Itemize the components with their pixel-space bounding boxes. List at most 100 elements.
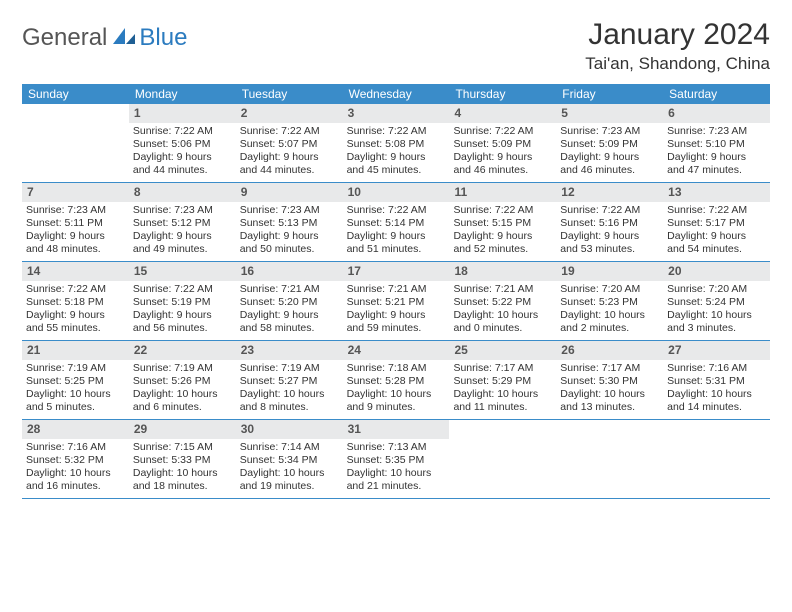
day-cell: . (22, 104, 129, 182)
sunset-text: Sunset: 5:06 PM (133, 138, 232, 151)
day-number: 3 (343, 104, 450, 123)
weeks-container: .1Sunrise: 7:22 AMSunset: 5:06 PMDayligh… (22, 104, 770, 499)
day-cell: . (663, 420, 770, 498)
day-body: Sunrise: 7:22 AMSunset: 5:16 PMDaylight:… (556, 204, 663, 261)
day-number: 16 (236, 262, 343, 281)
daylight-text: Daylight: 9 hours and 44 minutes. (133, 151, 232, 177)
day-number: 18 (449, 262, 556, 281)
sunset-text: Sunset: 5:29 PM (453, 375, 552, 388)
sunset-text: Sunset: 5:08 PM (347, 138, 446, 151)
day-number: 13 (663, 183, 770, 202)
day-number: 23 (236, 341, 343, 360)
sunrise-text: Sunrise: 7:21 AM (347, 283, 446, 296)
week-row: 21 Sunrise: 7:19 AMSunset: 5:25 PMDayligh… (22, 341, 770, 420)
day-number: 4 (449, 104, 556, 123)
month-title: January 2024 (585, 18, 770, 52)
day-body: Sunrise: 7:14 AMSunset: 5:34 PMDaylight:… (236, 441, 343, 498)
day-cell: 15Sunrise: 7:22 AMSunset: 5:19 PMDayligh… (129, 262, 236, 340)
day-body: Sunrise: 7:17 AMSunset: 5:29 PMDaylight:… (449, 362, 556, 419)
day-body: Sunrise: 7:22 AMSunset: 5:18 PMDaylight:… (22, 283, 129, 340)
day-cell: 18Sunrise: 7:21 AMSunset: 5:22 PMDayligh… (449, 262, 556, 340)
day-body: Sunrise: 7:22 AMSunset: 5:06 PMDaylight:… (129, 125, 236, 182)
day-cell: 8 Sunrise: 7:23 AMSunset: 5:12 PMDaylight… (129, 183, 236, 261)
day-cell: 1 Sunrise: 7:22 AMSunset: 5:06 PMDaylight… (129, 104, 236, 182)
header: General Blue January 2024 Tai'an, Shando… (22, 18, 770, 74)
week-row: 7Sunrise: 7:23 AMSunset: 5:11 PMDaylight… (22, 183, 770, 262)
sunset-text: Sunset: 5:17 PM (667, 217, 766, 230)
daylight-text: Daylight: 9 hours and 54 minutes. (667, 230, 766, 256)
sunset-text: Sunset: 5:15 PM (453, 217, 552, 230)
sunrise-text: Sunrise: 7:22 AM (133, 125, 232, 138)
day-body: Sunrise: 7:22 AMSunset: 5:09 PMDaylight:… (449, 125, 556, 182)
day-body: Sunrise: 7:23 AMSunset: 5:11 PMDaylight:… (22, 204, 129, 261)
sunrise-text: Sunrise: 7:15 AM (133, 441, 232, 454)
sunset-text: Sunset: 5:10 PM (667, 138, 766, 151)
day-cell: 20Sunrise: 7:20 AMSunset: 5:24 PMDayligh… (663, 262, 770, 340)
sunrise-text: Sunrise: 7:23 AM (667, 125, 766, 138)
daylight-text: Daylight: 10 hours and 13 minutes. (560, 388, 659, 414)
daylight-text: Daylight: 9 hours and 46 minutes. (453, 151, 552, 177)
dow-saturday: Saturday (663, 84, 770, 104)
day-body: Sunrise: 7:19 AMSunset: 5:25 PMDaylight:… (22, 362, 129, 419)
day-cell: 7Sunrise: 7:23 AMSunset: 5:11 PMDaylight… (22, 183, 129, 261)
daylight-text: Daylight: 9 hours and 46 minutes. (560, 151, 659, 177)
sunset-text: Sunset: 5:11 PM (26, 217, 125, 230)
day-cell: 4 Sunrise: 7:22 AMSunset: 5:09 PMDaylight… (449, 104, 556, 182)
day-cell: 2Sunrise: 7:22 AMSunset: 5:07 PMDaylight… (236, 104, 343, 182)
dow-sunday: Sunday (22, 84, 129, 104)
daylight-text: Daylight: 9 hours and 48 minutes. (26, 230, 125, 256)
daylight-text: Daylight: 10 hours and 8 minutes. (240, 388, 339, 414)
day-cell: 22Sunrise: 7:19 AMSunset: 5:26 PMDayligh… (129, 341, 236, 419)
daylight-text: Daylight: 10 hours and 11 minutes. (453, 388, 552, 414)
sunrise-text: Sunrise: 7:22 AM (347, 125, 446, 138)
sunrise-text: Sunrise: 7:23 AM (26, 204, 125, 217)
day-cell: 6Sunrise: 7:23 AMSunset: 5:10 PMDaylight… (663, 104, 770, 182)
day-body: Sunrise: 7:21 AMSunset: 5:20 PMDaylight:… (236, 283, 343, 340)
sunset-text: Sunset: 5:32 PM (26, 454, 125, 467)
dow-thursday: Thursday (449, 84, 556, 104)
day-cell: 13Sunrise: 7:22 AMSunset: 5:17 PMDayligh… (663, 183, 770, 261)
daylight-text: Daylight: 10 hours and 0 minutes. (453, 309, 552, 335)
daylight-text: Daylight: 10 hours and 18 minutes. (133, 467, 232, 493)
sunset-text: Sunset: 5:20 PM (240, 296, 339, 309)
day-cell: 11Sunrise: 7:22 AMSunset: 5:15 PMDayligh… (449, 183, 556, 261)
day-number: 14 (22, 262, 129, 281)
dow-wednesday: Wednesday (343, 84, 450, 104)
day-number: 1 (129, 104, 236, 123)
day-body: Sunrise: 7:22 AMSunset: 5:15 PMDaylight:… (449, 204, 556, 261)
day-number: 15 (129, 262, 236, 281)
dow-monday: Monday (129, 84, 236, 104)
daylight-text: Daylight: 9 hours and 58 minutes. (240, 309, 339, 335)
daylight-text: Daylight: 10 hours and 16 minutes. (26, 467, 125, 493)
day-cell: 16 Sunrise: 7:21 AMSunset: 5:20 PMDayligh… (236, 262, 343, 340)
day-number: 8 (129, 183, 236, 202)
day-cell: 17Sunrise: 7:21 AMSunset: 5:21 PMDayligh… (343, 262, 450, 340)
day-number: 12 (556, 183, 663, 202)
day-number: 9 (236, 183, 343, 202)
day-body: Sunrise: 7:23 AMSunset: 5:12 PMDaylight:… (129, 204, 236, 261)
sunrise-text: Sunrise: 7:22 AM (560, 204, 659, 217)
day-cell: 12 Sunrise: 7:22 AMSunset: 5:16 PMDayligh… (556, 183, 663, 261)
day-body: Sunrise: 7:13 AMSunset: 5:35 PMDaylight:… (343, 441, 450, 498)
day-number: 26 (556, 341, 663, 360)
sunrise-text: Sunrise: 7:18 AM (347, 362, 446, 375)
sunset-text: Sunset: 5:13 PM (240, 217, 339, 230)
day-cell: 19Sunrise: 7:20 AMSunset: 5:23 PMDayligh… (556, 262, 663, 340)
daylight-text: Daylight: 9 hours and 56 minutes. (133, 309, 232, 335)
day-number: 21 (22, 341, 129, 360)
day-cell: 26 Sunrise: 7:17 AMSunset: 5:30 PMDayligh… (556, 341, 663, 419)
sunrise-text: Sunrise: 7:21 AM (453, 283, 552, 296)
day-body: Sunrise: 7:19 AMSunset: 5:27 PMDaylight:… (236, 362, 343, 419)
day-number: 25 (449, 341, 556, 360)
day-body: Sunrise: 7:22 AMSunset: 5:14 PMDaylight:… (343, 204, 450, 261)
sunrise-text: Sunrise: 7:22 AM (26, 283, 125, 296)
day-cell: 24Sunrise: 7:18 AMSunset: 5:28 PMDayligh… (343, 341, 450, 419)
daylight-text: Daylight: 10 hours and 21 minutes. (347, 467, 446, 493)
day-body: Sunrise: 7:17 AMSunset: 5:30 PMDaylight:… (556, 362, 663, 419)
day-body: Sunrise: 7:22 AMSunset: 5:07 PMDaylight:… (236, 125, 343, 182)
dow-row: Sunday Monday Tuesday Wednesday Thursday… (22, 84, 770, 104)
daylight-text: Daylight: 9 hours and 45 minutes. (347, 151, 446, 177)
sunrise-text: Sunrise: 7:22 AM (453, 125, 552, 138)
daylight-text: Daylight: 9 hours and 47 minutes. (667, 151, 766, 177)
sunset-text: Sunset: 5:14 PM (347, 217, 446, 230)
